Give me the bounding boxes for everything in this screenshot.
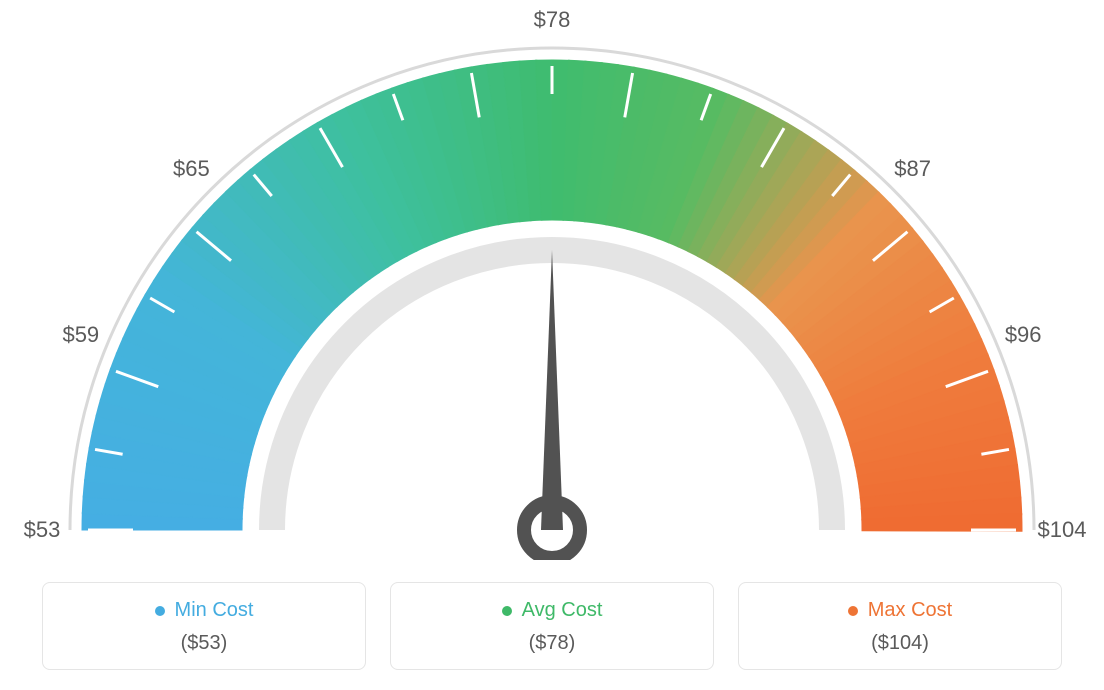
gauge-scale-label: $59: [62, 322, 99, 348]
legend-title-min: Min Cost: [155, 599, 254, 622]
gauge-svg: [0, 0, 1104, 560]
gauge-scale-label: $96: [1005, 322, 1042, 348]
legend-label-max: Max Cost: [868, 599, 952, 622]
legend-value-min: ($53): [55, 632, 353, 655]
legend-card-min: Min Cost ($53): [42, 582, 366, 670]
legend-title-max: Max Cost: [848, 599, 952, 622]
gauge-scale-label: $104: [1038, 517, 1087, 543]
legend-row: Min Cost ($53) Avg Cost ($78) Max Cost (…: [0, 582, 1104, 670]
gauge-scale-label: $87: [894, 156, 931, 182]
gauge-scale-label: $65: [173, 156, 210, 182]
gauge-scale-label: $53: [24, 517, 61, 543]
legend-label-avg: Avg Cost: [522, 599, 603, 622]
gauge-scale-label: $78: [534, 7, 571, 33]
legend-value-avg: ($78): [403, 632, 701, 655]
legend-label-min: Min Cost: [175, 599, 254, 622]
legend-card-avg: Avg Cost ($78): [390, 582, 714, 670]
dot-icon: [848, 606, 858, 616]
dot-icon: [502, 606, 512, 616]
gauge-chart: $53 $59 $65 $78 $87 $96 $104: [0, 0, 1104, 560]
dot-icon: [155, 606, 165, 616]
legend-card-max: Max Cost ($104): [738, 582, 1062, 670]
legend-title-avg: Avg Cost: [502, 599, 603, 622]
legend-value-max: ($104): [751, 632, 1049, 655]
